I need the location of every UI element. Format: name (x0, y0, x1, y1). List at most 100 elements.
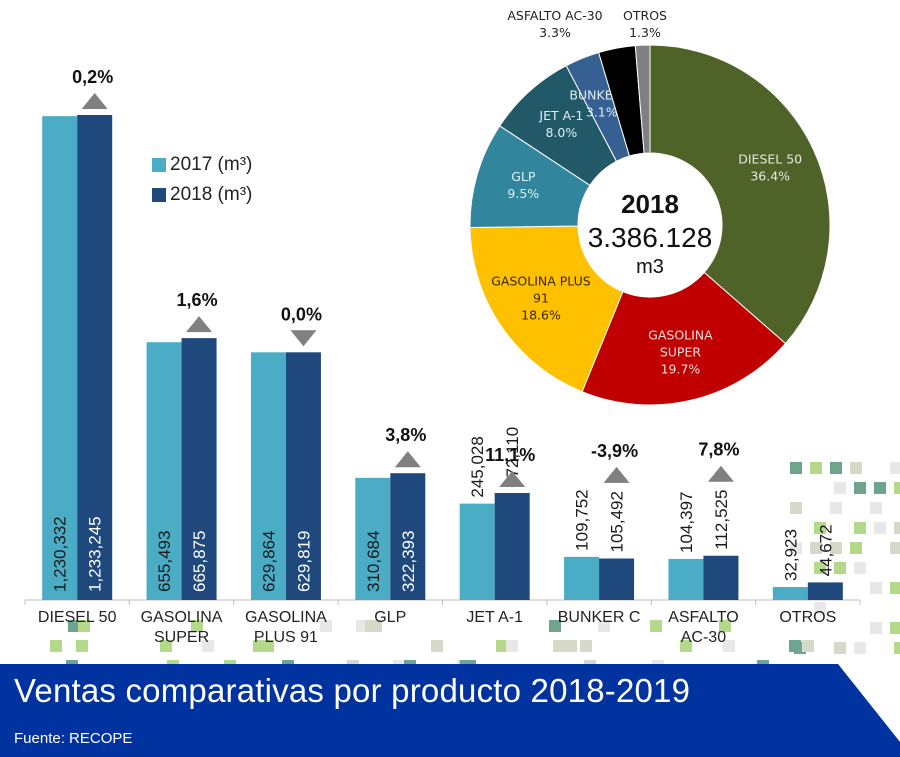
deco-square (874, 482, 886, 494)
change-percent-label: 7,8% (698, 440, 739, 460)
donut-center-unit: m3 (636, 256, 664, 278)
change-arrow-up-icon (394, 451, 421, 468)
category-label: GASOLINA PLUS 91 (231, 608, 341, 648)
bar-2017 (42, 116, 78, 600)
donut-slice-label: 9.5% (507, 186, 539, 201)
deco-square (202, 640, 214, 652)
bar-2017 (355, 477, 391, 600)
deco-square (370, 620, 382, 632)
donut-slice-label: GASOLINA (648, 327, 713, 342)
donut-chart: DIESEL 50 36.4% GASOLINA SUPER 19.7% GASOLINA… (469, 8, 831, 406)
bar-2018 (77, 115, 113, 600)
bar-2018 (390, 473, 426, 600)
deco-square (854, 562, 866, 574)
deco-square (565, 640, 577, 652)
donut-slice-label: DIESEL 50 (738, 151, 802, 166)
donut-slice-label: OTROS (623, 8, 667, 23)
bar-value-label: 322,393 (399, 531, 418, 592)
donut-slice-label: JET A-1 (538, 108, 583, 123)
deco-square (894, 482, 900, 494)
deco-square (814, 602, 826, 614)
deco-square (553, 640, 565, 652)
deco-square (854, 482, 866, 494)
legend-swatch-2017 (152, 158, 166, 172)
category-label: ASFALTO AC-30 (648, 608, 758, 648)
category-label-line: OTROS (779, 609, 837, 626)
bar-value-label: 629,819 (294, 531, 313, 592)
deco-square (549, 620, 561, 632)
deco-square (68, 620, 80, 632)
deco-square (890, 622, 900, 634)
bar-2018 (807, 582, 843, 600)
donut-hole (578, 153, 722, 297)
deco-square (580, 640, 592, 652)
legend: 2017 (m³) 2018 (m³) (152, 150, 252, 210)
deco-square (810, 462, 822, 474)
bar-value-label: 44,672 (816, 524, 835, 576)
donut-slice-label: 1.3% (629, 25, 661, 40)
change-percent-label: 0,0% (281, 304, 322, 324)
banner-shape (0, 664, 900, 757)
donut-slice-label: 8.0% (546, 125, 578, 140)
bar-value-label: 1,230,332 (51, 516, 70, 592)
bar-value-label: 655,493 (155, 531, 174, 592)
bar-2017 (564, 556, 600, 600)
bar-value-label: 112,525 (712, 490, 731, 550)
category-label: GLP (335, 608, 445, 628)
donut-slice-label: 3.3% (539, 25, 571, 40)
legend-swatch-2018 (152, 188, 166, 202)
deco-square (789, 640, 801, 652)
category-label: BUNKER C (544, 608, 654, 628)
change-arrow-up-icon (603, 466, 630, 483)
change-percent-label: 11,1% (485, 445, 535, 465)
change-arrow-up-icon (81, 93, 108, 109)
deco-square (790, 462, 802, 474)
category-label: GASOLINA SUPER (127, 608, 237, 648)
change-percent-label: -3,9% (591, 441, 638, 461)
deco-square (76, 640, 88, 652)
deco-square (830, 502, 842, 514)
donut-slice-label: 91 (533, 290, 549, 305)
bar-2017 (250, 352, 286, 600)
deco-square (506, 640, 518, 652)
category-label-line: GASOLINA (245, 609, 327, 626)
deco-square (870, 502, 882, 514)
legend-label-2018: 2018 (m³) (170, 184, 253, 205)
category-label-line: SUPER (154, 629, 210, 646)
deco-square (191, 620, 203, 632)
bar-2018 (285, 352, 321, 600)
change-arrow-up-icon (707, 465, 734, 482)
category-label-line: GLP (374, 609, 407, 626)
deco-square (870, 582, 882, 594)
change-percent-label: 0,2% (72, 67, 113, 87)
bar-value-label: 1,233,245 (86, 516, 105, 592)
deco-square (790, 542, 802, 554)
deco-square (650, 620, 662, 632)
category-label: JET A-1 (440, 608, 550, 628)
category-label-line: DIESEL 50 (37, 609, 117, 626)
donut-center-total: 3.386.128 (588, 222, 713, 253)
bar-2017 (668, 558, 704, 600)
deco-square (253, 640, 265, 652)
title-banner (0, 664, 900, 757)
donut-slice-label: GASOLINA PLUS (491, 273, 591, 288)
deco-square (854, 642, 866, 654)
bar-2017 (459, 503, 495, 600)
deco-square (496, 640, 508, 652)
deco-square (894, 522, 900, 534)
donut-slice-label: 36.4% (750, 168, 790, 183)
bar-2017 (146, 342, 182, 600)
donut-slice-label: 3.1% (586, 104, 618, 119)
bar-value-label: 104,397 (677, 491, 696, 552)
change-arrow-up-icon (499, 470, 526, 487)
deco-square (78, 620, 90, 632)
donut-slice-label: SUPER (660, 344, 702, 359)
bar-chart: 1,230,332 1,233,245 0,2% 655,493 665,875 1,6%… (24, 67, 861, 605)
category-label-line: ASFALTO (668, 609, 739, 626)
deco-square (431, 640, 443, 652)
bar-value-label: 109,752 (573, 489, 592, 550)
deco-square (802, 640, 814, 652)
change-arrow-down-icon (290, 330, 317, 347)
bar-value-label: 105,492 (608, 491, 627, 552)
deco-square (870, 622, 882, 634)
